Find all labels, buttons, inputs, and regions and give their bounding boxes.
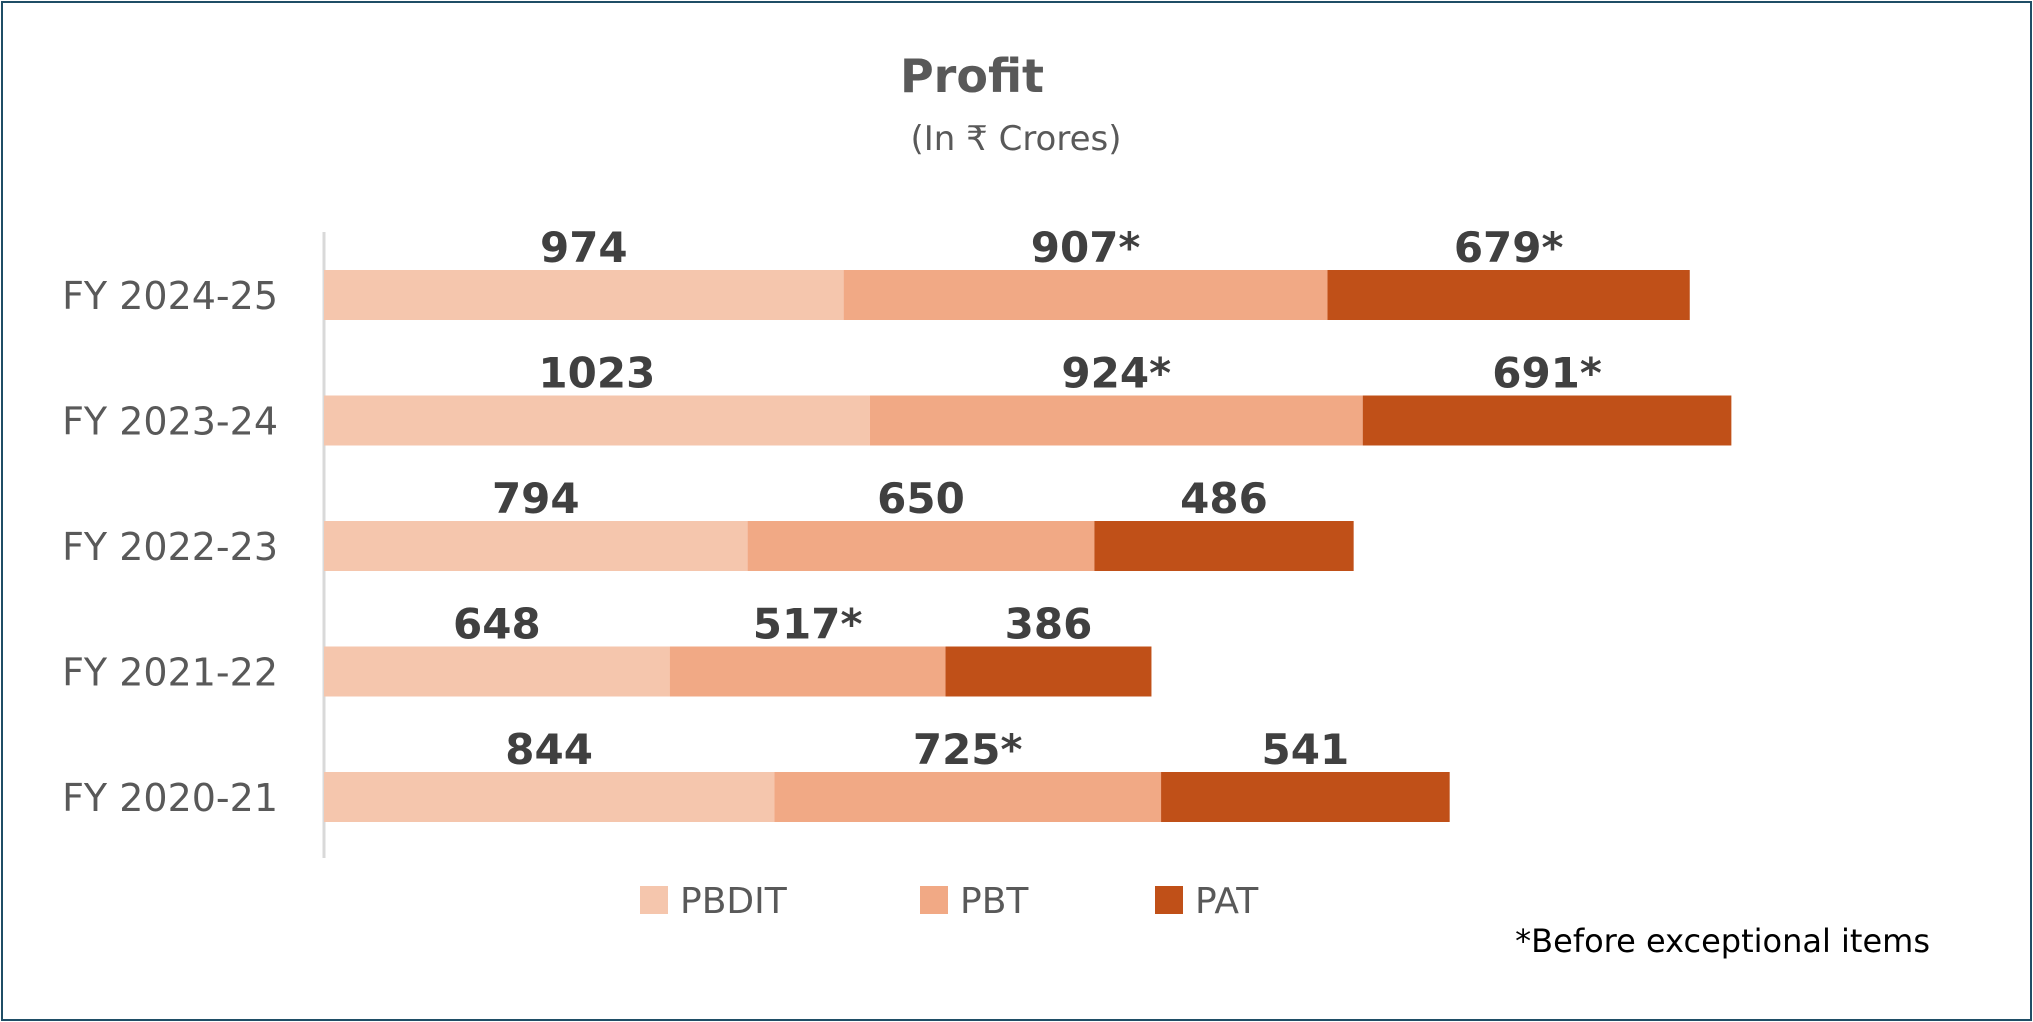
data-label-pbt-3: 650 [877,474,965,523]
bar-pbdit-5 [324,772,775,822]
data-label-pbt-2: 924* [1061,349,1171,398]
data-label-pbdit-1: 974 [540,223,628,272]
bar-pbt-4 [669,646,946,697]
category-label: FY 2024-25 [62,274,278,318]
data-label-pbdit-4: 648 [453,600,541,649]
category-labels: FY 2024-25 FY 2023-24 FY 2022-23 FY 2021-22… [62,274,278,820]
category-label: FY 2022-23 [62,525,278,569]
bar-pbt-1 [843,270,1328,320]
data-label-pat-4: 386 [1005,600,1093,649]
legend-swatch-pbt [920,886,948,914]
data-label-pat-3: 486 [1180,474,1268,523]
legend-swatch-pbdit [640,886,668,914]
bar-pbdit-2 [324,395,870,446]
chart-title: Profit [900,49,1044,103]
category-label: FY 2023-24 [62,400,278,444]
data-label-pbt-1: 907* [1031,223,1141,272]
data-label-pat-1: 679* [1454,223,1564,272]
bar-pbt-2 [869,395,1363,446]
category-label: FY 2020-21 [62,776,278,820]
bar-pbdit-1 [324,270,844,320]
bar-pat-3 [1094,521,1354,571]
chart-subtitle: (In ₹ Crores) [911,119,1122,159]
data-label-pat-2: 691* [1492,349,1602,398]
bar-pat-1 [1327,270,1690,320]
bar-pbt-5 [774,772,1162,822]
bar-pbdit-3 [324,521,748,571]
data-label-pbdit-5: 844 [505,725,593,774]
data-label-pbdit-2: 1023 [538,349,655,398]
data-label-pbt-4: 517* [753,600,863,649]
data-label-pat-5: 541 [1262,725,1350,774]
legend-swatch-pat [1155,886,1183,914]
legend-label-pat: PAT [1195,881,1259,922]
legend: PBDIT PBT PAT [640,881,1259,922]
data-label-pbdit-3: 794 [492,474,580,523]
bar-pbt-3 [747,521,1095,571]
bar-pat-4 [945,646,1152,697]
bar-pat-2 [1362,395,1732,446]
bar-pbdit-4 [324,646,670,697]
category-label: FY 2021-22 [62,651,278,695]
bars-layer [324,270,1732,822]
footnote: *Before exceptional items [1515,922,1930,960]
legend-label-pbdit: PBDIT [680,881,788,922]
data-label-pbt-5: 725* [913,725,1023,774]
bar-pat-5 [1161,772,1450,822]
legend-label-pbt: PBT [960,881,1029,922]
data-labels: 974 907* 679* 1023 924* 691* 794 650 486 648 517* 3… [453,223,1602,774]
